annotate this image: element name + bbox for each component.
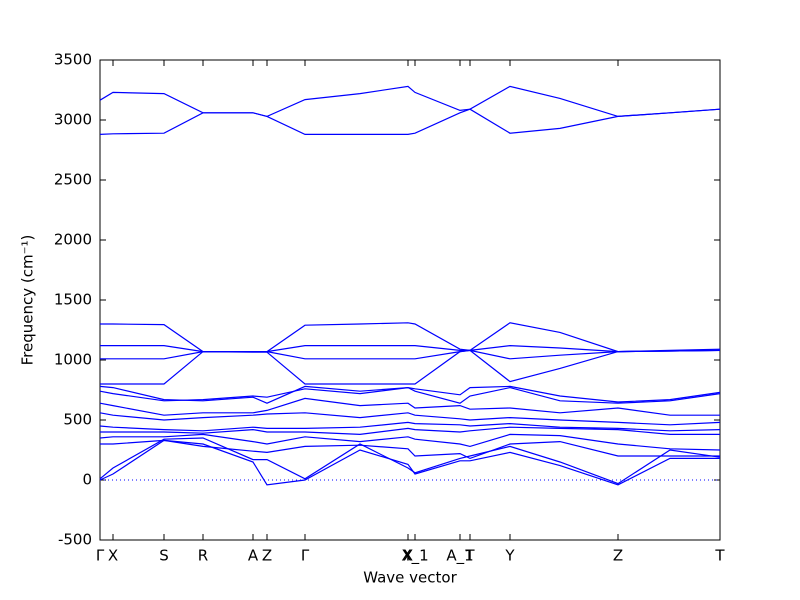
- band: [99, 108, 721, 135]
- x-axis-label: Wave vector: [363, 569, 457, 587]
- x-tick-label: S: [159, 547, 169, 565]
- band: [99, 437, 721, 485]
- x-tick-label: Γ: [301, 547, 310, 565]
- x-tick-label: A_1: [446, 547, 473, 566]
- y-tick-label: 1000: [54, 351, 92, 369]
- band: [100, 439, 720, 460]
- band: [100, 344, 721, 353]
- band: [100, 349, 721, 360]
- band: [100, 426, 720, 436]
- y-tick-label: 0: [82, 471, 92, 489]
- x-tick-label: Z: [262, 547, 272, 565]
- y-tick-label: 2500: [54, 171, 92, 189]
- x-tick-label: X_1: [401, 547, 428, 566]
- band: [99, 85, 721, 118]
- x-tick-label: Z: [613, 547, 623, 565]
- y-axis-label: Frequency (cm⁻¹): [19, 235, 37, 366]
- x-tick-label: T: [714, 547, 725, 565]
- y-tick-label: 1500: [54, 291, 92, 309]
- band: [100, 349, 721, 385]
- plot-frame: [99, 59, 721, 541]
- x-tick-label: A: [248, 547, 259, 565]
- x-tick-label: Y: [504, 547, 515, 565]
- band: [99, 421, 721, 432]
- band: [99, 439, 720, 486]
- x-tick-label: Γ: [96, 547, 105, 565]
- x-tick-label: X: [403, 547, 413, 565]
- x-tick-label: X: [108, 547, 118, 565]
- x-tick-label: R: [198, 547, 208, 565]
- y-tick-label: 2000: [54, 231, 92, 249]
- x-tick-label: Y: [402, 547, 413, 565]
- band: [99, 386, 721, 404]
- y-tick-label: -500: [58, 531, 92, 549]
- x-tick-label: T: [464, 547, 475, 565]
- y-tick-label: 3000: [54, 111, 92, 129]
- band: [99, 397, 720, 416]
- y-tick-label: 500: [63, 411, 92, 429]
- band: [99, 412, 721, 426]
- band: [100, 322, 721, 353]
- band: [99, 433, 721, 451]
- y-tick-label: 3500: [54, 51, 92, 69]
